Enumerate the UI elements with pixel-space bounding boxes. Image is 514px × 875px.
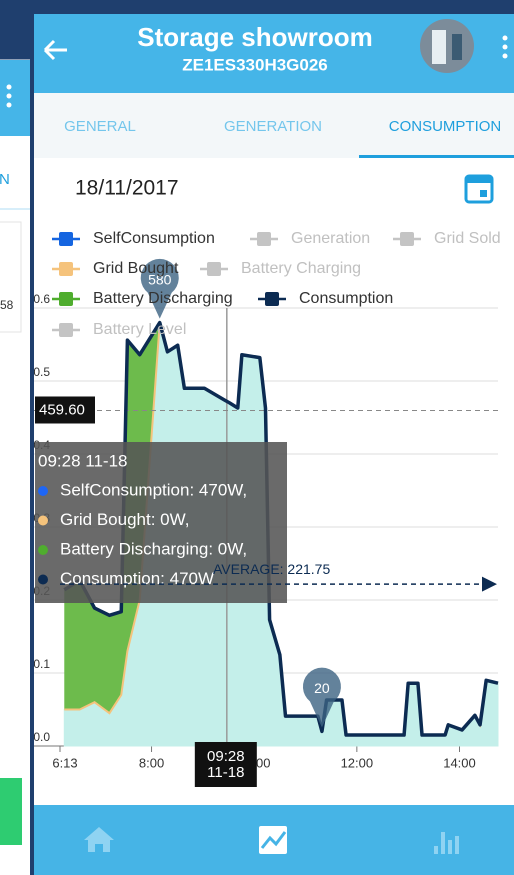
subtitle: ZE1ES330H3G026 bbox=[182, 55, 328, 74]
pin-label: 580 bbox=[148, 271, 172, 287]
tooltip-dot bbox=[38, 574, 48, 585]
back-button[interactable] bbox=[0, 778, 22, 845]
consumption-line bbox=[63, 320, 499, 737]
y-marker-label: 459.60 bbox=[39, 401, 85, 418]
legend-swatch bbox=[59, 292, 73, 306]
y-tick-label: 0.5 bbox=[33, 365, 50, 379]
pin bbox=[302, 667, 341, 728]
crosshair-box bbox=[194, 742, 257, 787]
legend-swatch bbox=[59, 232, 73, 246]
pin-label: 20 bbox=[314, 680, 330, 696]
stats-icon[interactable] bbox=[434, 832, 459, 854]
legend-entry[interactable]: Battery Level bbox=[93, 321, 186, 338]
legend-swatch bbox=[59, 262, 73, 276]
average-label: AVERAGE: 221.75 bbox=[213, 561, 330, 577]
legend-entry[interactable]: SelfConsumption bbox=[93, 230, 215, 247]
tooltip-item: Battery Discharging: 0W, bbox=[60, 539, 247, 558]
tab[interactable]: CONSUMPTION bbox=[389, 118, 502, 135]
legend-entry[interactable]: Battery Charging bbox=[241, 260, 361, 277]
legend-swatch bbox=[207, 262, 221, 276]
x-tick-label: 14:00 bbox=[443, 755, 476, 770]
tooltip-item: SelfConsumption: 470W, bbox=[60, 480, 247, 499]
legend-swatch bbox=[400, 232, 414, 246]
back-arrow[interactable] bbox=[43, 39, 67, 61]
crosshair-label: 11-18 bbox=[207, 764, 244, 781]
back-tab: N bbox=[0, 171, 10, 188]
back-text: 58 bbox=[0, 298, 14, 312]
back-divider bbox=[0, 208, 30, 210]
legend-swatch bbox=[257, 232, 271, 246]
y-tick-label: 0.6 bbox=[33, 292, 50, 306]
legend-swatch bbox=[265, 292, 279, 306]
avatar-detail bbox=[452, 34, 462, 60]
avatar[interactable] bbox=[420, 19, 474, 73]
calendar-icon[interactable] bbox=[464, 174, 494, 204]
x-tick-label: 12:00 bbox=[341, 755, 374, 770]
background-screen: N 58 bbox=[0, 56, 34, 875]
tooltip bbox=[35, 442, 287, 603]
avatar-detail bbox=[432, 30, 446, 64]
tab[interactable]: GENERAL bbox=[64, 118, 136, 135]
tooltip-dot bbox=[38, 545, 48, 555]
tooltip-dot bbox=[38, 486, 48, 496]
battery-discharging-area bbox=[64, 322, 499, 736]
tooltip-title: 09:28 11-18 bbox=[38, 451, 127, 470]
main-screen: Storage showroom ZE1ES330H3G026 GENERAL G… bbox=[33, 13, 514, 875]
x-tick-label: 8:00 bbox=[139, 755, 164, 770]
back-item bbox=[0, 221, 22, 333]
legend-entry[interactable]: Generation bbox=[291, 230, 370, 247]
legend-entry[interactable]: Consumption bbox=[299, 290, 393, 307]
tooltip-item: Consumption: 470W bbox=[60, 569, 214, 588]
home-icon[interactable] bbox=[84, 827, 114, 852]
pin bbox=[140, 258, 179, 319]
menu[interactable] bbox=[502, 35, 508, 59]
x-tick-label: 6:13 bbox=[52, 755, 77, 770]
title: Storage showroom bbox=[137, 22, 372, 52]
tab[interactable]: GENERATION bbox=[224, 118, 322, 135]
chart-icon[interactable] bbox=[259, 826, 287, 854]
legend-swatch bbox=[59, 323, 73, 337]
tab-indicator bbox=[359, 155, 514, 158]
card-border bbox=[30, 10, 514, 875]
y-tick-label: 0.0 bbox=[33, 730, 50, 744]
legend-entry[interactable]: Grid Bought bbox=[93, 260, 179, 277]
tooltip-dot bbox=[38, 515, 48, 526]
legend-entry[interactable]: Battery Discharging bbox=[93, 290, 233, 307]
legend-entry[interactable]: Grid Sold bbox=[434, 230, 501, 247]
tab-bar bbox=[33, 93, 514, 158]
y-tick-label: 0.1 bbox=[33, 657, 50, 671]
y-marker-box bbox=[35, 396, 95, 424]
back-header bbox=[0, 60, 30, 136]
date: 18/11/2017 bbox=[75, 177, 179, 200]
crosshair-label: 09:28 bbox=[207, 748, 245, 765]
back-menu bbox=[6, 84, 12, 108]
tooltip-item: Grid Bought: 0W, bbox=[60, 510, 189, 529]
